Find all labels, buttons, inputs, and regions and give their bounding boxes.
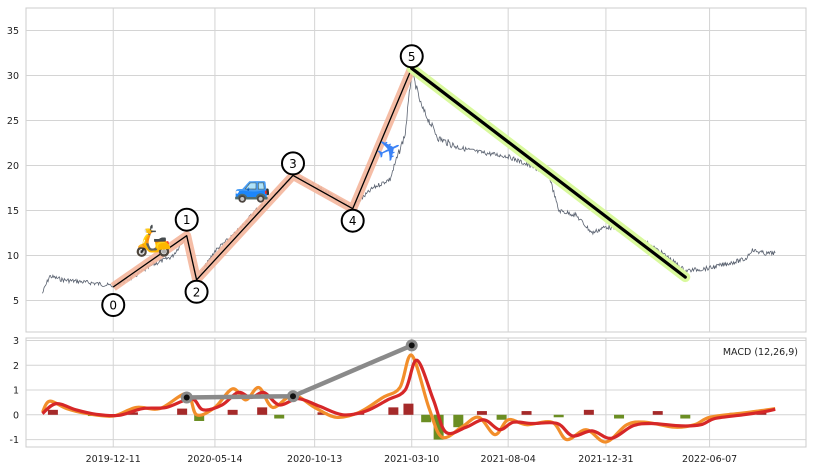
macd-line bbox=[40, 353, 776, 444]
histogram-bar bbox=[194, 414, 205, 421]
price-y-tick-label: 20 bbox=[7, 161, 19, 172]
scooter-icon: 🛵 bbox=[135, 224, 172, 259]
x-tick-label: 2021-08-04 bbox=[481, 454, 536, 465]
histogram-bar bbox=[521, 411, 532, 415]
wave-label-circle bbox=[184, 279, 209, 304]
indicator-y-tick-label: -1 bbox=[10, 435, 19, 446]
indicator-y-tick-label: 3 bbox=[13, 336, 19, 347]
histogram-bar bbox=[583, 409, 594, 415]
indicator-panel: 2019-12-11 2020-05-14 2020-10-13 2021-03-10… bbox=[10, 336, 807, 465]
indicator-plot-frame bbox=[25, 337, 807, 448]
divergence-point-center bbox=[408, 342, 415, 349]
macd-label: MACD (12,26,9) bbox=[723, 347, 798, 358]
price-y-tick-label: 15 bbox=[7, 206, 19, 217]
wave-label-circle bbox=[399, 44, 424, 69]
wave-label-circle bbox=[101, 293, 126, 317]
histogram-bar bbox=[553, 414, 564, 418]
price-y-tick-label: 35 bbox=[7, 26, 19, 37]
histogram-bar bbox=[421, 414, 432, 423]
x-tick-label: 2021-12-31 bbox=[578, 454, 633, 465]
wave-label: 3 bbox=[289, 157, 297, 171]
indicator-y-tick-label: 2 bbox=[13, 361, 19, 372]
x-tick-label: 2022-06-07 bbox=[682, 454, 737, 465]
wave-label: 5 bbox=[408, 50, 416, 64]
indicator-y-tick-label: 0 bbox=[13, 410, 19, 421]
wave-label-circle bbox=[280, 151, 305, 176]
indicator-y-tick-label: 1 bbox=[13, 386, 19, 397]
wave-label: 1 bbox=[183, 213, 191, 227]
histogram-bar bbox=[433, 414, 444, 440]
wave-label: 2 bbox=[193, 285, 201, 299]
histogram-bar bbox=[614, 414, 625, 419]
histogram-bar bbox=[652, 411, 663, 415]
wave-label: 0 bbox=[109, 299, 117, 313]
signal-line bbox=[41, 358, 776, 440]
histogram-bar bbox=[496, 414, 507, 420]
price-y-tick-label: 10 bbox=[7, 251, 19, 262]
histogram-bar bbox=[453, 414, 464, 428]
x-tick-label: 2020-10-13 bbox=[287, 454, 342, 465]
histogram-bar bbox=[257, 407, 268, 415]
wave-label-circle bbox=[340, 208, 365, 233]
price-y-tick-label: 5 bbox=[13, 296, 19, 307]
car-icon: 🚙 bbox=[234, 170, 271, 205]
x-tick-label: 2019-12-11 bbox=[86, 454, 141, 465]
histogram-bar bbox=[680, 414, 691, 419]
histogram-bar bbox=[388, 407, 399, 415]
histogram-bar bbox=[47, 409, 58, 415]
price-y-tick-label: 25 bbox=[7, 116, 19, 127]
wave-label-circle bbox=[174, 207, 199, 232]
histogram-bar bbox=[127, 412, 138, 415]
trend-line bbox=[410, 66, 687, 279]
histogram-bar bbox=[274, 414, 285, 419]
x-tick-label: 2020-05-14 bbox=[187, 454, 242, 465]
histogram-bar bbox=[756, 412, 767, 415]
wave-path-line bbox=[112, 68, 413, 288]
histogram-bar bbox=[403, 403, 414, 415]
histogram-bar bbox=[476, 411, 487, 415]
divergence-point-center bbox=[183, 394, 190, 401]
divergence-point-center bbox=[289, 393, 296, 400]
wave-label: 4 bbox=[349, 214, 357, 228]
x-tick-label: 2021-03-10 bbox=[384, 454, 439, 465]
histogram-bar bbox=[227, 409, 238, 415]
histogram-bar bbox=[177, 408, 188, 415]
price-y-tick-label: 30 bbox=[7, 71, 19, 82]
